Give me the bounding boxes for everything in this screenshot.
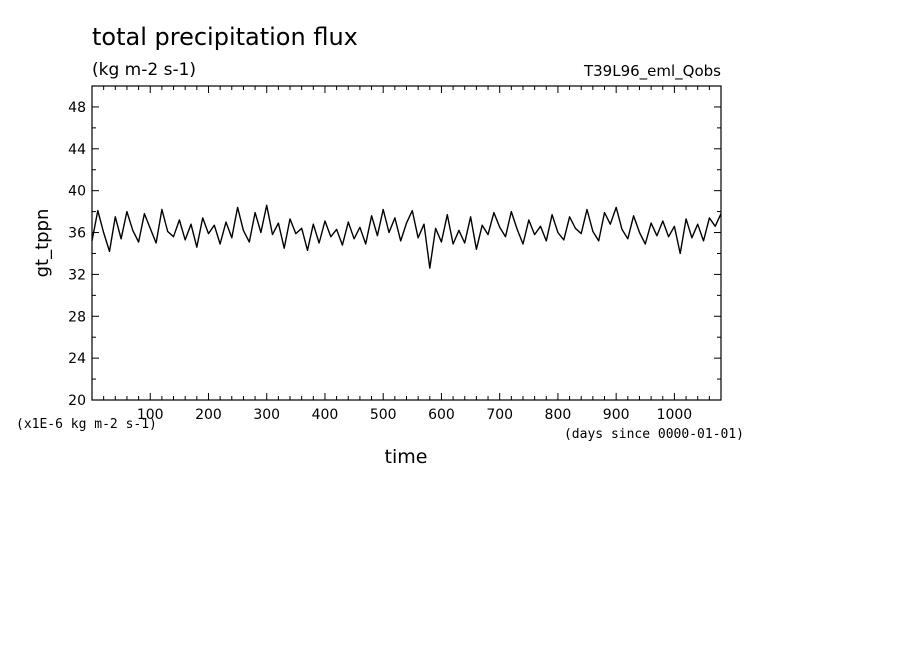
x-tick-label: 300 [253, 407, 280, 423]
plot-frame [91, 85, 722, 401]
x-tick-label: 600 [428, 407, 455, 423]
x-axis: 100 200 300 400 500 600 700 800 900 1000 [91, 86, 722, 423]
y-axis: 20 24 28 32 36 40 44 48 [68, 85, 721, 409]
y-tick-label: 40 [68, 184, 86, 200]
series-line [91, 204, 722, 269]
y-units-label: (x1E-6 kg m-2 s-1) [16, 417, 157, 432]
y-tick-label: 28 [68, 309, 86, 325]
y-tick-label: 36 [68, 226, 86, 242]
x-tick-label: 800 [545, 407, 572, 423]
x-tick-label: 900 [603, 407, 630, 423]
y-tick-label: 44 [68, 142, 86, 158]
experiment-label: T39L96_eml_Qobs [583, 62, 721, 81]
x-tick-label: 200 [195, 407, 222, 423]
x-axis-title: time [385, 446, 428, 468]
chart-title: total precipitation flux [92, 23, 358, 51]
x-units-label: (days since 0000-01-01) [564, 427, 744, 442]
y-axis-title: gt_tppn [32, 209, 53, 278]
chart-subtitle: (kg m-2 s-1) [92, 60, 196, 80]
y-tick-label: 24 [68, 351, 86, 367]
y-tick-label: 20 [68, 393, 86, 409]
y-tick-label: 48 [68, 100, 86, 116]
x-tick-label: 700 [486, 407, 513, 423]
x-tick-label: 100 [137, 407, 164, 423]
series-layer [91, 204, 722, 269]
x-tick-label: 1000 [657, 407, 693, 423]
x-tick-label: 500 [370, 407, 397, 423]
y-tick-label: 32 [68, 267, 86, 283]
x-tick-label: 400 [312, 407, 339, 423]
